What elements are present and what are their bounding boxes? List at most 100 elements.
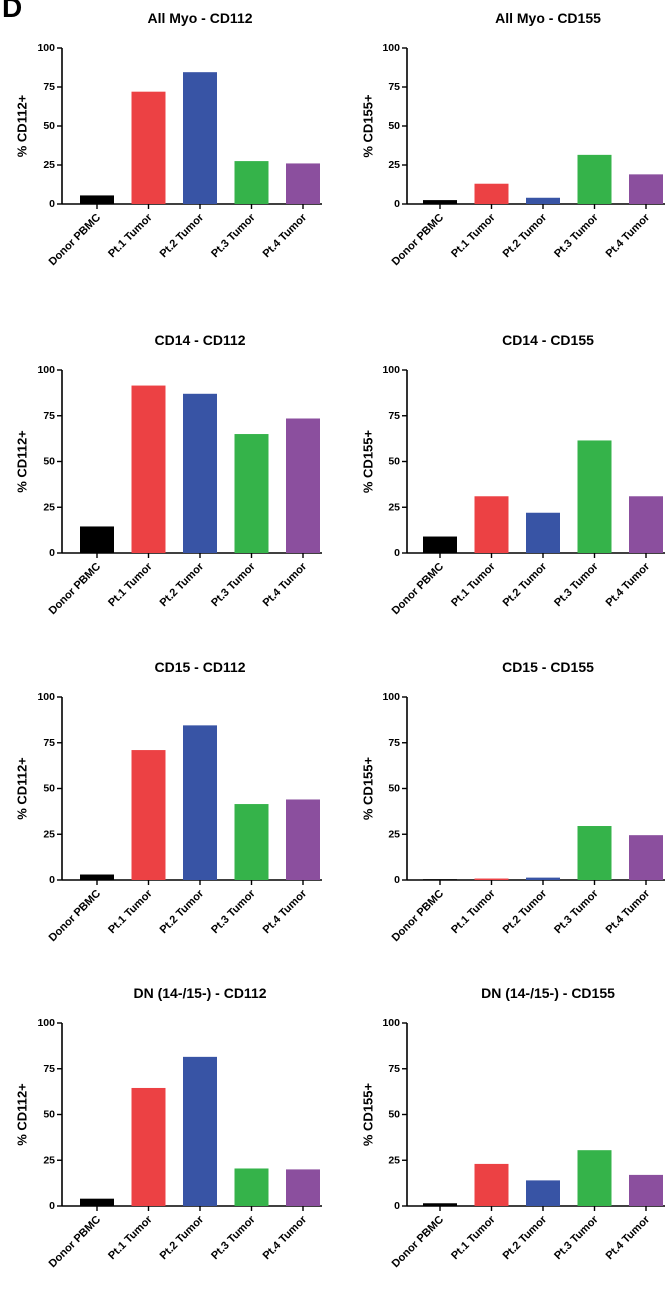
- category-label: Donor PBMC: [47, 561, 103, 617]
- chart-title: DN (14-/15-) - CD155: [481, 985, 615, 1001]
- y-tick-label: 100: [382, 1017, 400, 1029]
- category-label: Pt.3 Tumor: [552, 560, 601, 609]
- category-label: Pt.3 Tumor: [209, 211, 258, 260]
- y-tick-label: 75: [43, 737, 55, 749]
- bar: [183, 1056, 217, 1206]
- category-label: Pt.4 Tumor: [261, 211, 310, 260]
- bar: [286, 1169, 320, 1206]
- y-tick-label: 25: [43, 828, 55, 840]
- y-tick-label: 50: [388, 783, 400, 795]
- y-tick-label: 25: [388, 828, 400, 840]
- y-axis-label: % CD112+: [15, 430, 30, 493]
- y-tick-label: 0: [49, 198, 55, 210]
- bar: [183, 725, 217, 880]
- category-label: Pt.4 Tumor: [604, 887, 653, 936]
- bar: [183, 72, 217, 205]
- chart-title: All Myo - CD112: [147, 10, 252, 26]
- category-label: Pt.2 Tumor: [501, 1213, 550, 1262]
- category-label: Pt.1 Tumor: [449, 211, 498, 260]
- category-label: Pt.1 Tumor: [106, 211, 155, 260]
- category-label: Pt.2 Tumor: [501, 887, 550, 936]
- bar: [474, 496, 509, 553]
- y-tick-label: 75: [43, 81, 55, 93]
- bar: [629, 174, 663, 204]
- category-label: Pt.2 Tumor: [501, 211, 550, 260]
- y-tick-label: 100: [382, 42, 400, 54]
- y-tick-label: 0: [394, 874, 400, 886]
- y-tick-label: 100: [37, 364, 55, 376]
- bar: [131, 385, 166, 553]
- bar: [131, 91, 166, 204]
- chart-title: CD15 - CD112: [154, 659, 245, 675]
- chart-title: CD14 - CD155: [502, 332, 594, 348]
- y-axis-label: % CD155+: [361, 429, 376, 493]
- category-label: Pt.2 Tumor: [158, 1213, 207, 1262]
- bar: [131, 1087, 166, 1206]
- y-axis-label: % CD112+: [15, 757, 30, 820]
- y-tick-label: 100: [37, 42, 55, 54]
- category-label: Pt.1 Tumor: [449, 560, 498, 609]
- bar: [577, 440, 612, 553]
- category-label: Pt.4 Tumor: [604, 560, 653, 609]
- category-label: Pt.4 Tumor: [261, 560, 310, 609]
- category-label: Pt.3 Tumor: [209, 1213, 258, 1262]
- category-label: Pt.1 Tumor: [106, 1213, 155, 1262]
- bar: [526, 512, 560, 553]
- bar: [423, 1203, 457, 1206]
- category-label: Pt.4 Tumor: [604, 211, 653, 260]
- bar: [286, 799, 320, 880]
- y-axis-label: % CD155+: [361, 756, 376, 820]
- category-label: Pt.3 Tumor: [552, 1213, 601, 1262]
- y-tick-label: 75: [43, 1063, 55, 1075]
- bar: [131, 750, 166, 880]
- bar: [286, 163, 320, 204]
- category-label: Pt.1 Tumor: [449, 1213, 498, 1262]
- category-label: Pt.3 Tumor: [552, 211, 601, 260]
- category-label: Pt.3 Tumor: [209, 560, 258, 609]
- y-axis-label: % CD112+: [15, 94, 30, 157]
- y-tick-label: 25: [43, 501, 55, 513]
- category-label: Pt.2 Tumor: [501, 560, 550, 609]
- bar: [526, 1180, 560, 1206]
- category-label: Pt.3 Tumor: [209, 887, 258, 936]
- bar: [286, 418, 320, 553]
- category-label: Pt.4 Tumor: [604, 1213, 653, 1262]
- y-tick-label: 50: [43, 1109, 55, 1121]
- y-tick-label: 100: [382, 691, 400, 703]
- y-tick-label: 75: [388, 1063, 400, 1075]
- bar: [80, 874, 114, 880]
- bar: [474, 183, 509, 204]
- y-tick-label: 0: [49, 874, 55, 886]
- y-tick-label: 0: [394, 198, 400, 210]
- y-tick-label: 100: [37, 1017, 55, 1029]
- y-axis-label: % CD155+: [361, 94, 376, 158]
- y-tick-label: 0: [394, 547, 400, 559]
- bar: [80, 526, 114, 553]
- y-tick-label: 100: [382, 364, 400, 376]
- y-tick-label: 50: [388, 120, 400, 132]
- category-label: Donor PBMC: [47, 1214, 103, 1270]
- chart-title: CD15 - CD155: [502, 659, 594, 675]
- bar: [234, 161, 269, 204]
- y-tick-label: 25: [388, 1154, 400, 1166]
- bar: [234, 1168, 269, 1206]
- category-label: Pt.2 Tumor: [158, 887, 207, 936]
- y-tick-label: 75: [43, 410, 55, 422]
- category-label: Donor PBMC: [390, 212, 446, 268]
- y-tick-label: 50: [43, 456, 55, 468]
- y-axis-label: % CD112+: [15, 1083, 30, 1146]
- panel-letter: D: [2, 0, 23, 23]
- y-tick-label: 50: [388, 1109, 400, 1121]
- bar: [234, 434, 269, 553]
- y-tick-label: 0: [394, 1200, 400, 1212]
- y-tick-label: 25: [43, 159, 55, 171]
- category-label: Pt.1 Tumor: [449, 887, 498, 936]
- bar: [526, 197, 560, 204]
- category-label: Pt.4 Tumor: [261, 1213, 310, 1262]
- bar: [629, 496, 663, 553]
- y-tick-label: 25: [388, 159, 400, 171]
- category-label: Donor PBMC: [390, 888, 446, 944]
- category-label: Pt.3 Tumor: [552, 887, 601, 936]
- bar: [577, 826, 612, 880]
